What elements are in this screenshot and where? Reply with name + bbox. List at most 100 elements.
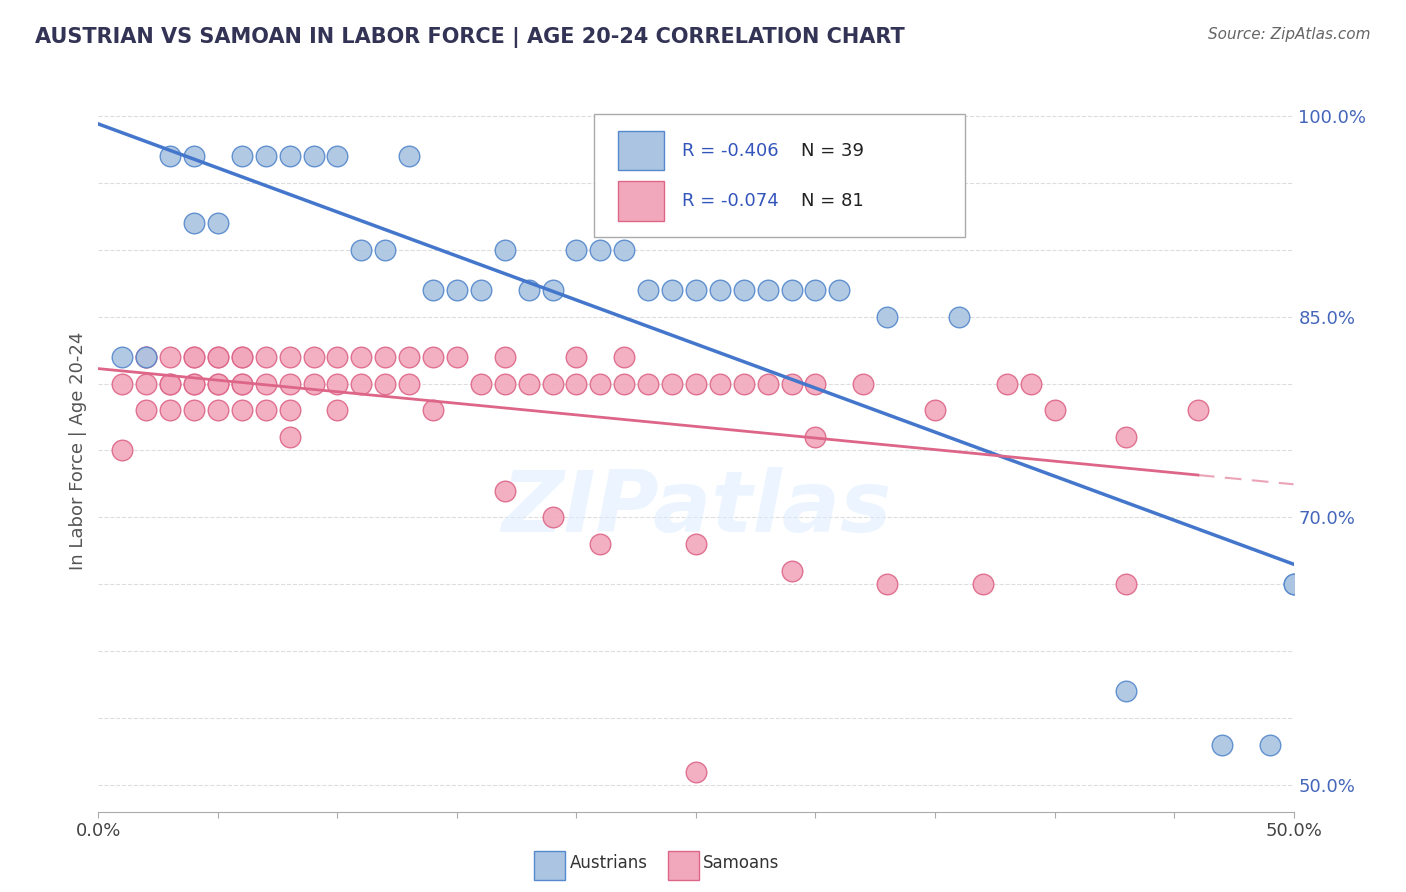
Text: AUSTRIAN VS SAMOAN IN LABOR FORCE | AGE 20-24 CORRELATION CHART: AUSTRIAN VS SAMOAN IN LABOR FORCE | AGE … [35, 27, 905, 48]
Point [159, 403, 181, 417]
Point [326, 403, 349, 417]
Point [422, 283, 444, 297]
Text: Austrians: Austrians [569, 855, 647, 872]
Point [589, 376, 612, 391]
Point [685, 283, 707, 297]
Point [254, 350, 277, 364]
Point [422, 403, 444, 417]
Point [852, 376, 875, 391]
Point [1115, 430, 1137, 444]
Point [685, 764, 707, 779]
Bar [619, 181, 664, 221]
Point [541, 510, 564, 524]
Point [780, 564, 803, 578]
Point [326, 350, 349, 364]
Point [733, 283, 755, 297]
Point [422, 350, 444, 364]
Point [278, 376, 301, 391]
Point [494, 243, 516, 257]
Point [111, 376, 134, 391]
Point [374, 350, 396, 364]
Point [756, 376, 779, 391]
Point [589, 243, 612, 257]
Point [135, 350, 157, 364]
Text: R = -0.406: R = -0.406 [682, 142, 779, 160]
Point [1115, 684, 1137, 698]
Point [804, 430, 827, 444]
Point [1115, 577, 1137, 591]
Point [231, 350, 253, 364]
Point [302, 149, 325, 163]
Y-axis label: In Labor Force | Age 20-24: In Labor Force | Age 20-24 [69, 331, 87, 570]
Text: R = -0.074: R = -0.074 [682, 192, 779, 211]
Point [398, 376, 420, 391]
Text: N = 39: N = 39 [801, 142, 865, 160]
Point [135, 350, 157, 364]
Point [278, 403, 301, 417]
Point [278, 350, 301, 364]
Point [231, 350, 253, 364]
Point [374, 243, 396, 257]
Point [470, 283, 492, 297]
Point [231, 403, 253, 417]
Point [446, 350, 468, 364]
Point [470, 376, 492, 391]
Text: Source: ZipAtlas.com: Source: ZipAtlas.com [1208, 27, 1371, 42]
Point [733, 376, 755, 391]
Point [207, 350, 229, 364]
Point [494, 483, 516, 498]
Point [207, 403, 229, 417]
Point [494, 376, 516, 391]
Point [541, 283, 564, 297]
Point [183, 376, 205, 391]
Point [398, 350, 420, 364]
Point [207, 376, 229, 391]
Text: N = 81: N = 81 [801, 192, 863, 211]
Point [589, 537, 612, 551]
Point [613, 350, 636, 364]
Point [565, 243, 588, 257]
Point [350, 243, 373, 257]
Point [613, 243, 636, 257]
Point [207, 216, 229, 230]
Point [278, 149, 301, 163]
Point [135, 376, 157, 391]
Point [183, 350, 205, 364]
Point [517, 376, 540, 391]
Point [494, 350, 516, 364]
Point [398, 149, 420, 163]
Point [804, 283, 827, 297]
Point [111, 443, 134, 458]
Point [661, 376, 683, 391]
Point [661, 283, 683, 297]
Point [254, 376, 277, 391]
Point [207, 376, 229, 391]
Point [1211, 738, 1233, 752]
Point [637, 376, 659, 391]
Point [924, 403, 946, 417]
Point [135, 403, 157, 417]
Point [254, 403, 277, 417]
Point [183, 149, 205, 163]
Point [1043, 403, 1066, 417]
Point [159, 149, 181, 163]
Point [876, 577, 898, 591]
Point [326, 149, 349, 163]
Point [111, 350, 134, 364]
Point [231, 376, 253, 391]
Point [637, 283, 659, 297]
Point [1258, 738, 1281, 752]
Point [756, 283, 779, 297]
Point [709, 376, 731, 391]
Point [804, 376, 827, 391]
Point [1282, 577, 1305, 591]
Text: ZIPatlas: ZIPatlas [501, 467, 891, 549]
Bar [619, 131, 664, 170]
Point [207, 350, 229, 364]
Point [135, 350, 157, 364]
Point [780, 283, 803, 297]
Point [183, 376, 205, 391]
Point [350, 350, 373, 364]
Point [183, 403, 205, 417]
Point [517, 283, 540, 297]
